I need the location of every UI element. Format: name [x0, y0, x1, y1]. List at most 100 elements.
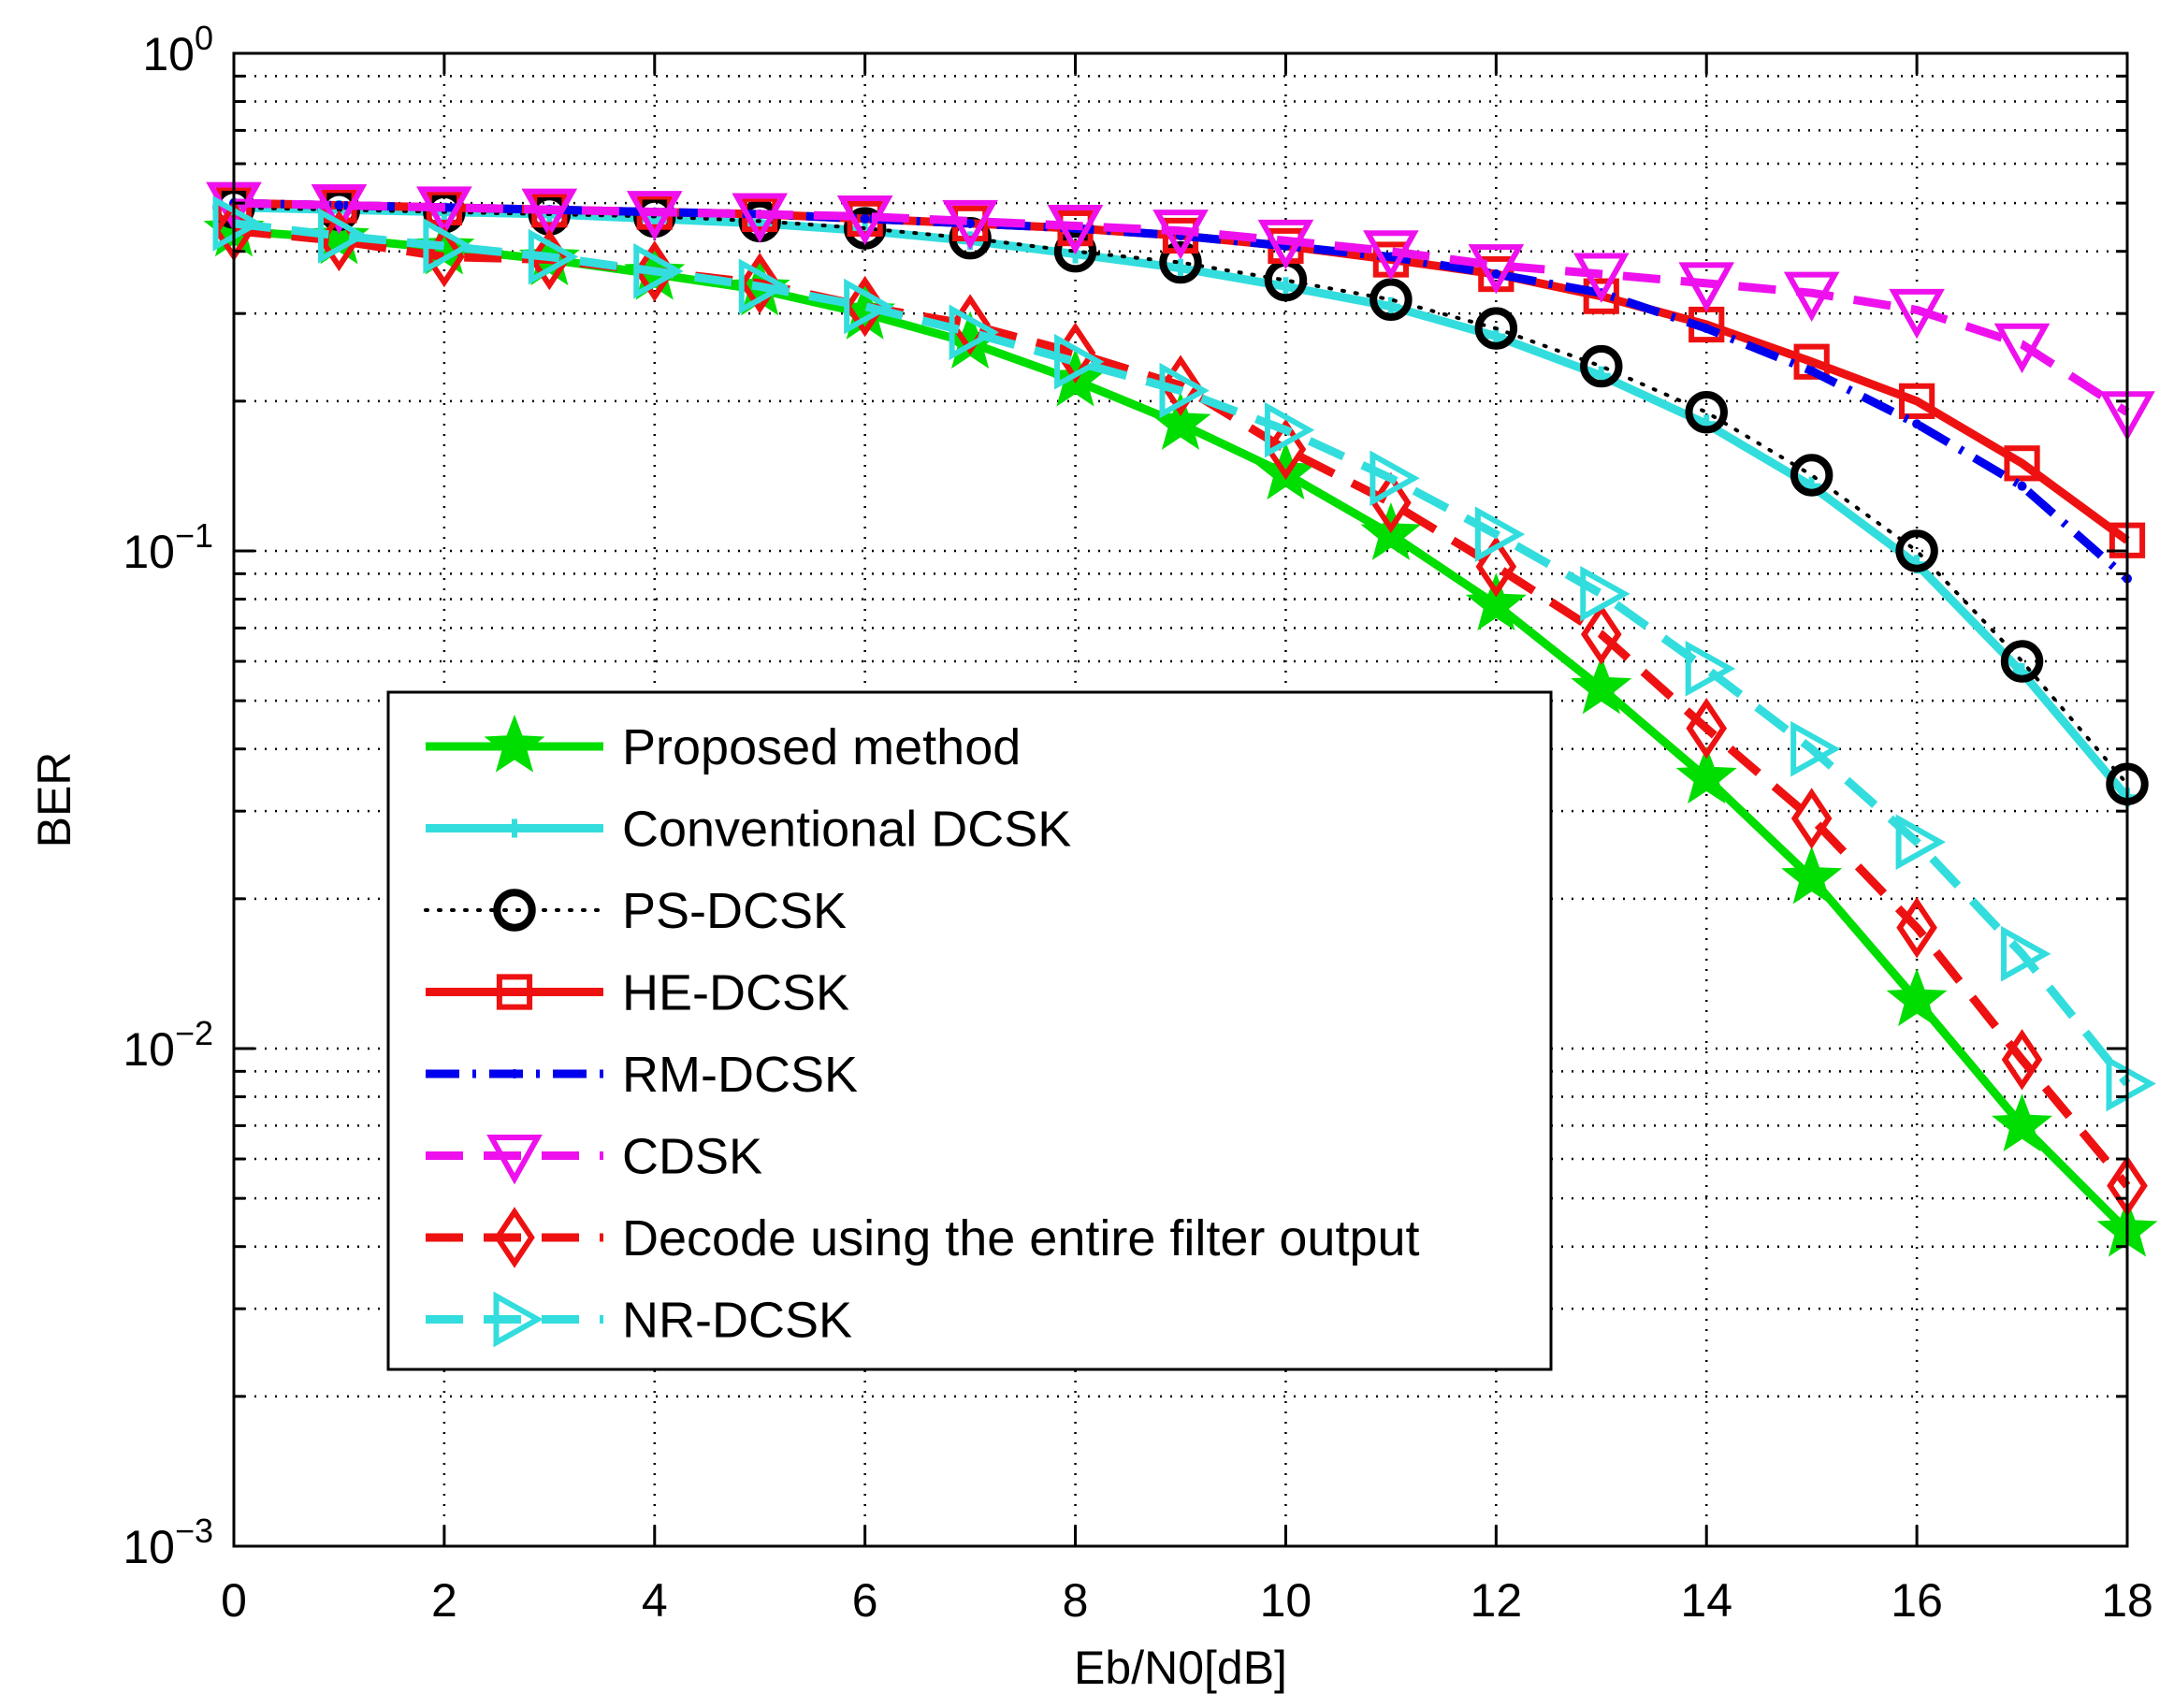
- marker-circle: [493, 889, 536, 932]
- marker-diamond: [1790, 788, 1833, 849]
- legend-entry: NR-DCSK: [426, 1291, 852, 1349]
- marker-triangle-down: [486, 1135, 543, 1185]
- marker-dot: [965, 218, 976, 228]
- marker-diamond: [1475, 536, 1517, 598]
- marker-triangle-down: [836, 195, 893, 246]
- x-axis-label: Eb/N0[dB]: [1074, 1642, 1287, 1694]
- marker-star: [1886, 968, 1948, 1027]
- legend-label: HE-DCSK: [622, 965, 849, 1021]
- marker-star: [484, 714, 545, 773]
- marker-plus: [1171, 258, 1190, 278]
- marker-square: [2004, 445, 2040, 482]
- legend-entry: HE-DCSK: [426, 965, 849, 1021]
- marker-triangle-right: [317, 208, 369, 264]
- marker-square: [1793, 343, 1830, 380]
- marker-dot: [1491, 269, 1501, 280]
- marker-triangle-right: [493, 1291, 544, 1348]
- marker-diamond: [1370, 471, 1412, 534]
- marker-dot: [860, 213, 870, 224]
- legend-entry: Proposed method: [426, 714, 1021, 775]
- marker-star: [1465, 572, 1527, 631]
- marker-circle: [1159, 240, 1202, 284]
- marker-triangle-right: [844, 278, 894, 335]
- marker-triangle-down: [416, 186, 472, 237]
- marker-triangle-down: [311, 183, 368, 235]
- marker-circle: [1580, 344, 1623, 388]
- marker-diamond: [1896, 896, 1937, 959]
- y-tick-label: 10−2: [123, 1014, 213, 1076]
- marker-diamond: [494, 1207, 535, 1268]
- marker-triangle-down: [1363, 230, 1419, 281]
- marker-triangle-right: [1370, 450, 1420, 507]
- legend-entry: Conventional DCSK: [426, 802, 1071, 858]
- marker-triangle-right: [1580, 566, 1630, 622]
- legend-label: PS-DCSK: [622, 883, 847, 939]
- marker-circle: [2000, 640, 2044, 683]
- legend-entry: RM-DCSK: [426, 1047, 858, 1103]
- legend-entry: Decode using the entire filter output: [426, 1207, 1420, 1268]
- marker-diamond: [739, 253, 781, 314]
- marker-triangle-down: [521, 188, 578, 239]
- marker-plus: [505, 818, 524, 838]
- marker-plus: [1381, 297, 1400, 316]
- marker-square: [1898, 383, 1935, 419]
- marker-dot: [2017, 481, 2027, 491]
- marker-dot: [510, 1069, 519, 1078]
- legend: Proposed method Conventional DCSK PS-DCSK H…: [386, 690, 1553, 1371]
- x-tick-label: 18: [2101, 1574, 2153, 1627]
- plot-frame: [232, 51, 2129, 1548]
- marker-diamond: [2001, 1029, 2043, 1091]
- marker-diamond: [1160, 355, 1201, 416]
- marker-circle: [1685, 390, 1728, 434]
- marker-circle: [1790, 454, 1833, 497]
- marker-diamond: [1580, 603, 1622, 665]
- marker-star: [1675, 745, 1737, 804]
- marker-triangle-right: [738, 258, 790, 315]
- x-tick-label: 8: [1063, 1574, 1089, 1627]
- marker-triangle-down: [1783, 271, 1840, 323]
- marker-triangle-down: [1047, 204, 1104, 255]
- marker-triangle-down: [1993, 323, 2051, 374]
- marker-star: [1781, 846, 1843, 905]
- marker-triangle-right: [423, 218, 473, 274]
- marker-circle: [1053, 229, 1097, 273]
- x-tick-label: 10: [1260, 1574, 1312, 1627]
- marker-triangle-right: [1159, 362, 1210, 419]
- marker-triangle-right: [1054, 333, 1105, 390]
- marker-square: [496, 974, 533, 1010]
- x-tick-label: 2: [431, 1574, 457, 1627]
- tick-labels: 0 2 4 6 8 10 12 14 16 18 100 10−1 10−2 10−3: [123, 19, 2152, 1627]
- legend-entry: CDSK: [426, 1129, 762, 1185]
- marker-triangle-down: [1678, 262, 1735, 312]
- marker-triangle-right: [1474, 506, 1526, 563]
- marker-circle: [1895, 529, 1938, 572]
- marker-triangle-right: [949, 304, 999, 361]
- series-layer: [203, 181, 2158, 1257]
- legend-label: Decode using the entire filter output: [622, 1210, 1420, 1267]
- marker-triangle-right: [212, 195, 263, 252]
- marker-triangle-right: [1685, 641, 1736, 697]
- marker-triangle-down: [1573, 253, 1630, 303]
- marker-diamond: [1686, 697, 1728, 760]
- marker-dot: [1806, 366, 1817, 376]
- marker-triangle-right: [1895, 814, 1946, 871]
- marker-triangle-right: [2106, 1055, 2156, 1112]
- marker-triangle-down: [942, 199, 998, 251]
- marker-star: [1992, 1093, 2053, 1152]
- marker-dot: [1912, 419, 1922, 429]
- ticks: [232, 53, 2129, 1548]
- marker-triangle-down: [1257, 219, 1314, 270]
- series-line: [233, 198, 2130, 416]
- marker-dot: [1702, 324, 1712, 334]
- marker-triangle-down: [1468, 244, 1525, 295]
- marker-circle: [1370, 278, 1413, 321]
- y-tick-label: 100: [142, 19, 213, 80]
- marker-triangle-right: [633, 243, 684, 299]
- marker-circle: [1474, 307, 1518, 350]
- x-tick-label: 6: [852, 1574, 878, 1627]
- legend-label: NR-DCSK: [622, 1293, 852, 1349]
- marker-square: [1583, 278, 1619, 314]
- series-nr-dcsk: [212, 195, 2156, 1112]
- marker-triangle-right: [1264, 401, 1315, 458]
